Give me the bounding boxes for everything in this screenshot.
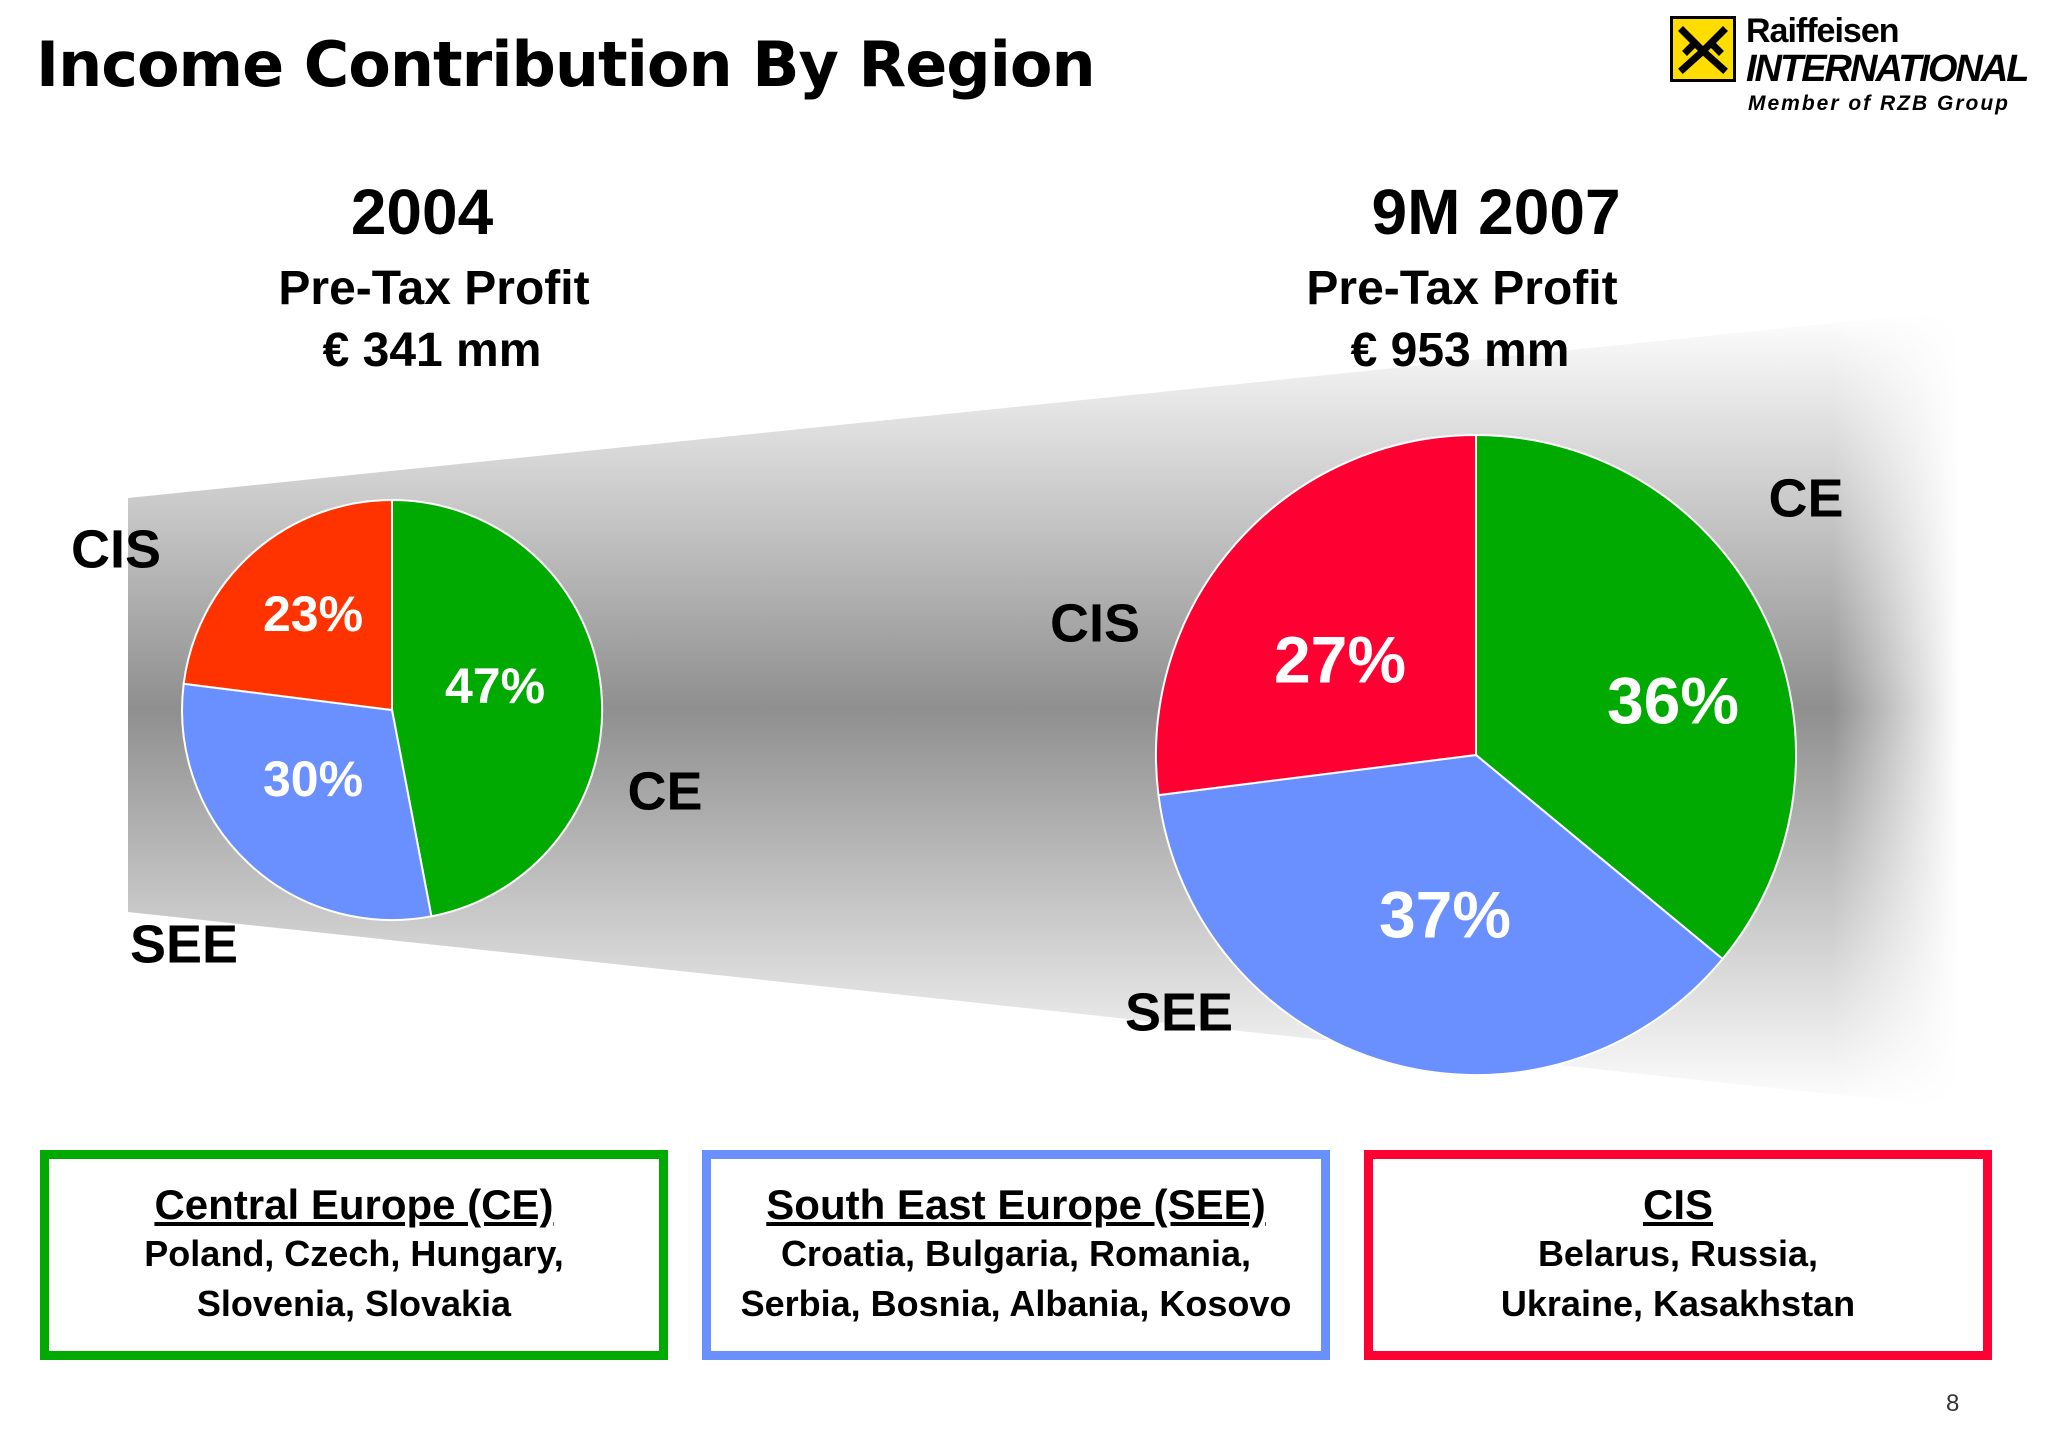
pie-slice-ce-2004 — [391, 498, 604, 918]
legend-see-line-1: Croatia, Bulgaria, Romania, — [780, 1233, 1252, 1274]
page-title: Income Contribution By Region — [36, 28, 1096, 101]
pie-label-cis-9m-2007: CIS — [1050, 593, 1140, 653]
chart-title-2004: 2004 — [351, 176, 494, 248]
pie-value-ce-9m-2007: 36% — [1607, 663, 1739, 737]
header-9m-2007: 9M 2007 Pre-Tax Profit € 953 mm — [1306, 176, 1620, 377]
chart-title-9m-2007: 9M 2007 — [1371, 176, 1620, 248]
logo-subtitle: INTERNATIONAL — [1746, 48, 2029, 90]
chart-total-2004: € 341 mm — [323, 324, 542, 377]
legend-cis: CIS Belarus, Russia, Ukraine, Kasakhstan — [1364, 1150, 1992, 1360]
pie-value-ce-2004: 47% — [445, 658, 545, 714]
pie-value-see-2004: 30% — [263, 751, 363, 807]
pie-slice-see-9m-2007 — [1157, 753, 1725, 1077]
pie-value-cis-9m-2007: 27% — [1274, 622, 1406, 696]
legend-see-line-2: Serbia, Bosnia, Albania, Kosovo — [740, 1283, 1292, 1324]
legend-ce-line-1: Poland, Czech, Hungary, — [144, 1233, 564, 1274]
legend-see-title: South East Europe (SEE) — [766, 1181, 1266, 1228]
logo-tagline: Member of RZB Group — [1748, 92, 2010, 115]
pie-chart-9m-2007: 36% CE 37% SEE 27% CIS — [1050, 433, 1844, 1077]
legend-ce: Central Europe (CE) Poland, Czech, Hunga… — [40, 1150, 668, 1360]
pie-slice-ce-9m-2007 — [1475, 433, 1798, 961]
pie-slice-cis-2004 — [182, 498, 393, 712]
header-2004: 2004 Pre-Tax Profit € 341 mm — [278, 176, 589, 377]
pie-value-cis-2004: 23% — [263, 586, 363, 642]
pie-label-see-2004: SEE — [130, 914, 238, 974]
pie-label-cis-2004: CIS — [71, 519, 161, 579]
legend-ce-title: Central Europe (CE) — [154, 1181, 554, 1228]
chart-total-9m-2007: € 953 mm — [1351, 324, 1570, 377]
raiffeisen-gable-icon — [1670, 16, 1736, 82]
pie-value-see-9m-2007: 37% — [1379, 877, 1511, 951]
pie-label-ce-2004: CE — [627, 761, 702, 821]
pie-slice-cis-9m-2007 — [1155, 433, 1477, 797]
pie-label-ce-9m-2007: CE — [1768, 468, 1843, 528]
pie-chart-2004: 47% CE 30% SEE 23% CIS — [71, 498, 703, 974]
legend-cis-title: CIS — [1642, 1181, 1713, 1228]
chart-subtitle-2004: Pre-Tax Profit — [278, 262, 589, 315]
pie-label-see-9m-2007: SEE — [1125, 982, 1233, 1042]
legend-ce-line-2: Slovenia, Slovakia — [196, 1283, 512, 1324]
legend-see: South East Europe (SEE) Croatia, Bulgari… — [702, 1150, 1330, 1360]
page-number: 8 — [1946, 1390, 1960, 1417]
legend-cis-line-2: Ukraine, Kasakhstan — [1500, 1283, 1856, 1324]
legend-cis-line-1: Belarus, Russia, — [1537, 1233, 1819, 1274]
pie-charts: 47% CE 30% SEE 23% CIS 36% CE 37% SEE 27% CIS 2004… — [71, 176, 1960, 1108]
pie-slice-see-2004 — [181, 682, 433, 921]
logo-name: Raiffeisen — [1746, 12, 1899, 50]
raiffeisen-logo: Raiffeisen INTERNATIONAL Member of RZB G… — [1670, 12, 2040, 124]
chart-subtitle-9m-2007: Pre-Tax Profit — [1306, 262, 1617, 315]
